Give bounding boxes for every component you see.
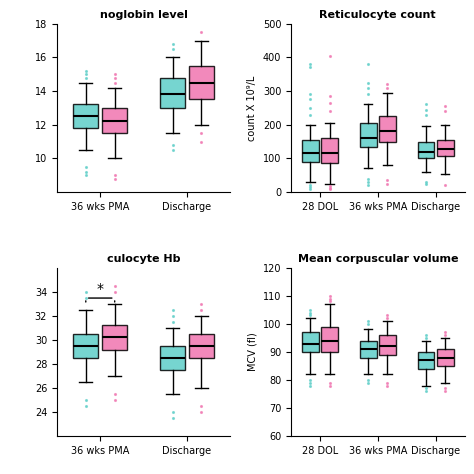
Title: Reticulocyte count: Reticulocyte count	[319, 10, 436, 20]
PathPatch shape	[73, 334, 99, 358]
PathPatch shape	[437, 349, 454, 366]
PathPatch shape	[302, 332, 319, 352]
PathPatch shape	[102, 326, 128, 349]
PathPatch shape	[418, 352, 434, 369]
Y-axis label: MCV (fl): MCV (fl)	[247, 333, 257, 371]
Y-axis label: count X 10⁹/L: count X 10⁹/L	[247, 75, 257, 141]
PathPatch shape	[160, 78, 185, 108]
PathPatch shape	[418, 142, 434, 158]
PathPatch shape	[437, 140, 454, 155]
PathPatch shape	[189, 66, 214, 100]
Title: Mean corpuscular volume: Mean corpuscular volume	[298, 254, 458, 264]
PathPatch shape	[379, 116, 396, 142]
Text: *: *	[97, 283, 104, 296]
PathPatch shape	[102, 108, 128, 133]
PathPatch shape	[321, 138, 338, 164]
Title: culocyte Hb: culocyte Hb	[107, 254, 181, 264]
PathPatch shape	[189, 334, 214, 358]
PathPatch shape	[160, 346, 185, 370]
PathPatch shape	[73, 104, 99, 128]
PathPatch shape	[360, 341, 376, 357]
PathPatch shape	[379, 335, 396, 355]
PathPatch shape	[302, 140, 319, 163]
PathPatch shape	[360, 123, 376, 146]
PathPatch shape	[321, 327, 338, 352]
Title: noglobin level: noglobin level	[100, 10, 188, 20]
